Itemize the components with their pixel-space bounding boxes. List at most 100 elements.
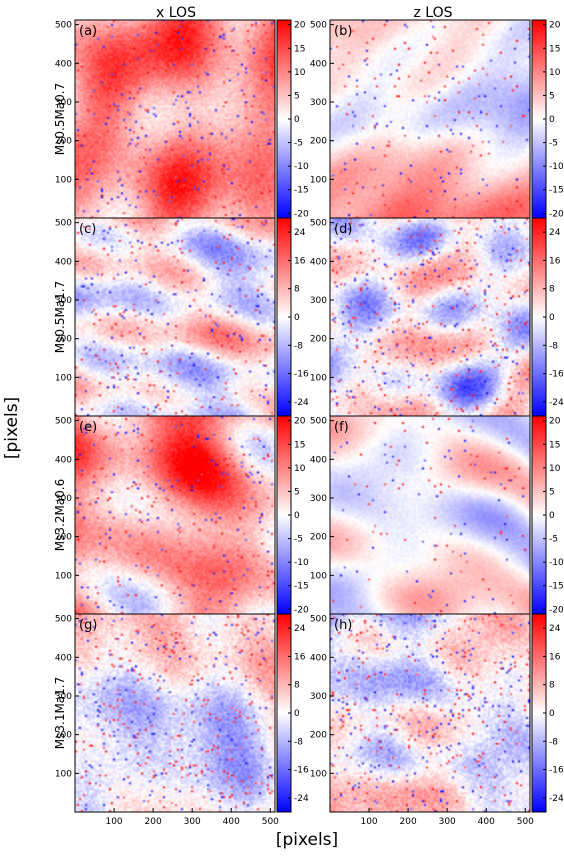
colorbar-tick-label: -20 — [549, 209, 564, 219]
colorbar-tick-label: 15 — [294, 44, 305, 54]
colorbar-tick-label: 24 — [294, 624, 306, 634]
colorbar-tick-label: -16 — [549, 766, 564, 776]
y-tick-label: 500 — [55, 615, 72, 625]
colorbar-tick-label: 24 — [549, 228, 561, 238]
colorbar-tick-label: 8 — [549, 681, 555, 691]
heatmap-panel: (a) 100 200 300 400 500 20 15 10 5 0 -5 -10 -15 -20 — [55, 19, 309, 219]
y-tick-label: 400 — [55, 59, 72, 69]
colorbar-tick-label: 5 — [549, 487, 555, 497]
colorbar-tick-label: 0 — [294, 313, 300, 323]
colorbar-tick-label: -15 — [294, 186, 309, 196]
y-tick-label: 100 — [55, 373, 72, 383]
colorbar-tick-label: 0 — [549, 709, 555, 719]
colorbar-tick-label: -15 — [549, 186, 564, 196]
y-tick-label: 400 — [55, 455, 72, 465]
y-tick-label: 100 — [55, 175, 72, 185]
y-tick-label: 200 — [55, 137, 72, 147]
y-tick-label: 200 — [310, 137, 327, 147]
y-tick-label: 300 — [55, 98, 72, 108]
panel-letter: (f) — [334, 420, 349, 435]
row-label: Ms3.1Ma1.7 — [53, 677, 67, 749]
row-label: Ms0.5Ma0.7 — [53, 83, 67, 155]
x-tick-label: 200 — [145, 817, 162, 827]
y-tick-label: 200 — [55, 731, 72, 741]
x-tick-label: 200 — [400, 817, 417, 827]
heatmap-panel: (e) 100 200 300 400 500 20 15 10 5 0 -5 -10 -15 -20 — [55, 415, 309, 615]
x-tick-label: 100 — [105, 817, 122, 827]
colorbar-tick-label: 15 — [549, 44, 560, 54]
colorbar-tick-label: 0 — [294, 115, 300, 125]
colorbar-tick-label: 16 — [549, 652, 561, 662]
y-tick-label: 400 — [55, 653, 72, 663]
colorbar-tick-label: -10 — [294, 558, 309, 568]
y-tick-label: 100 — [310, 175, 327, 185]
colorbar-tick-label: 10 — [294, 68, 306, 78]
colorbar-tick-label: 16 — [294, 256, 306, 266]
row-labels: Ms0.5Ma0.7 Ms0.5Ma1.7 Ms3.2Ma0.6 Ms3.1Ma1.7 — [53, 83, 67, 749]
y-tick-label: 400 — [310, 59, 327, 69]
colorbar-tick-label: 16 — [294, 652, 306, 662]
heatmap-image — [75, 218, 275, 416]
colorbar-tick-label: -5 — [549, 535, 558, 545]
heatmap-image — [75, 416, 275, 614]
colorbar-tick-label: 0 — [549, 313, 555, 323]
colorbar-tick-label: 0 — [549, 511, 555, 521]
heatmap-image — [75, 614, 275, 812]
colorbar-tick-label: -15 — [294, 582, 309, 592]
heatmap-panel: (c) 100 200 300 400 500 24 16 8 0 -8 -16 -24 — [55, 217, 309, 417]
panel-letter: (d) — [334, 222, 352, 237]
colorbar-tick-label: 24 — [549, 624, 561, 634]
heatmap-panel: (b) 100 200 300 400 500 20 15 10 5 0 -5 -10 -15 -20 — [310, 19, 564, 219]
colorbar-tick-label: -8 — [549, 341, 558, 351]
column-title-x-los: x LOS — [156, 5, 196, 21]
panel-letter: (b) — [334, 24, 352, 39]
colorbar-tick-label: 20 — [294, 21, 306, 31]
colorbar-tick-label: -20 — [294, 209, 309, 219]
y-tick-label: 300 — [55, 692, 72, 702]
y-tick-label: 400 — [310, 653, 327, 663]
y-tick-label: 200 — [310, 335, 327, 345]
colorbar-tick-label: 15 — [294, 440, 305, 450]
x-tick-label: 400 — [223, 817, 240, 827]
colorbar-tick-label: 8 — [294, 681, 300, 691]
colorbar-tick-label: 20 — [549, 21, 561, 31]
panel-letter: (c) — [79, 222, 96, 237]
column-title-z-los: z LOS — [413, 5, 452, 21]
colorbar-tick-label: 20 — [294, 417, 306, 427]
colorbar-tick-label: -10 — [549, 558, 564, 568]
heatmap-image — [330, 218, 530, 416]
heatmap-image — [75, 20, 275, 218]
y-tick-label: 200 — [310, 731, 327, 741]
colorbar-tick-label: -24 — [294, 794, 309, 804]
colorbar-tick-label: 5 — [294, 91, 300, 101]
y-tick-label: 300 — [310, 98, 327, 108]
colorbar-tick-label: 0 — [294, 709, 300, 719]
colorbar-tick-label: 0 — [549, 115, 555, 125]
y-tick-label: 300 — [310, 494, 327, 504]
colorbar-tick-label: -15 — [549, 582, 564, 592]
colorbar-tick-label: -5 — [294, 535, 303, 545]
colorbar-tick-label: 15 — [549, 440, 560, 450]
panel-letter: (a) — [79, 24, 97, 39]
colorbar-tick-label: -5 — [294, 139, 303, 149]
colorbar-tick-label: -16 — [549, 370, 564, 380]
y-tick-label: 500 — [310, 219, 327, 229]
colorbar-tick-label: 10 — [549, 464, 561, 474]
colorbar-tick-label: -8 — [294, 341, 303, 351]
colorbar-tick-label: -16 — [294, 370, 309, 380]
row-label: Ms3.2Ma0.6 — [53, 479, 67, 551]
colorbar-tick-label: 16 — [549, 256, 561, 266]
y-tick-label: 400 — [310, 455, 327, 465]
heatmap-panel: (g) 100 200 300 400 500 100 200 300 400 500 24 16 8 0 -… — [55, 613, 309, 827]
colorbar-tick-label: -20 — [549, 605, 564, 615]
colorbar-tick-label: -24 — [549, 794, 564, 804]
panel-frame — [74, 613, 276, 813]
heatmap-image — [330, 614, 530, 812]
y-tick-label: 100 — [310, 571, 327, 581]
colorbar-tick-label: -10 — [549, 162, 564, 172]
y-tick-label: 500 — [310, 615, 327, 625]
panel-letter: (g) — [79, 618, 97, 633]
colorbar-tick-label: 5 — [549, 91, 555, 101]
